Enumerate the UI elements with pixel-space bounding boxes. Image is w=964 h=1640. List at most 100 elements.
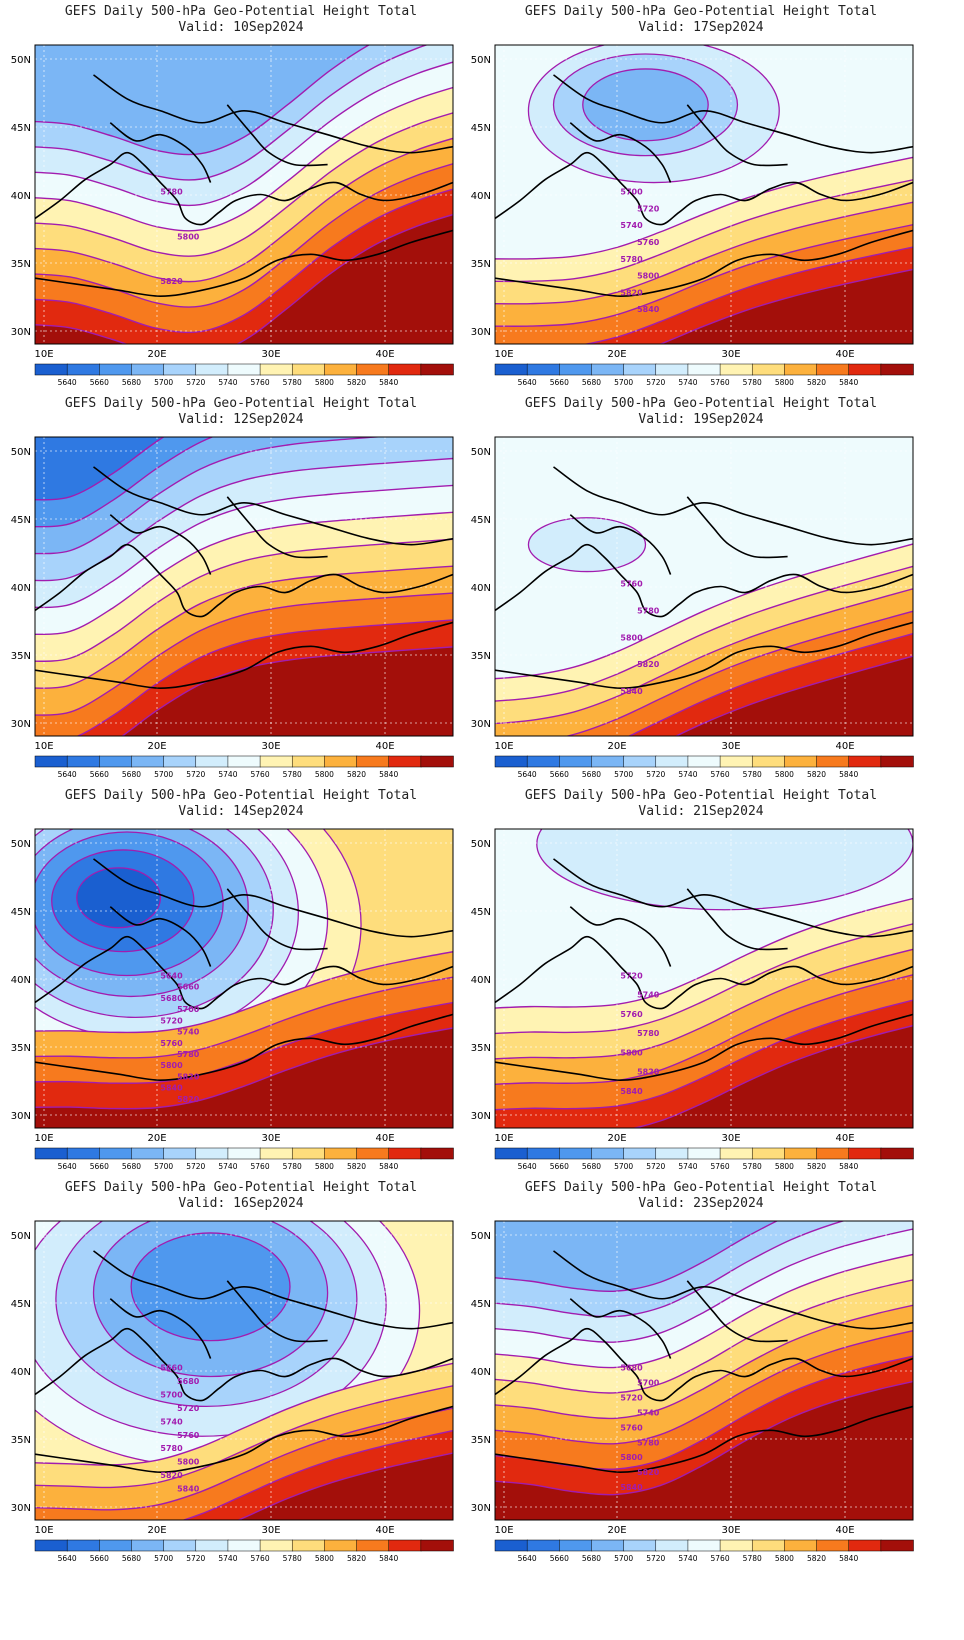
- colorbar-label: 5660: [90, 378, 109, 387]
- colorbar-swatch: [784, 1539, 818, 1552]
- contour-label: 5700: [160, 1390, 183, 1399]
- lon-tick-label: 20E: [147, 349, 166, 360]
- colorbar-label: 5680: [582, 378, 601, 387]
- colorbar-swatch: [591, 363, 625, 376]
- lon-tick-label: 10E: [34, 1525, 53, 1536]
- contour-label: 5740: [637, 1408, 660, 1417]
- colorbar-swatch: [388, 1539, 422, 1552]
- lat-tick-label: 40N: [11, 583, 31, 594]
- lon-tick-label: 40E: [835, 349, 854, 360]
- coastline: [226, 496, 328, 559]
- height-contour: [121, 646, 453, 736]
- lat-tick-label: 35N: [11, 259, 31, 270]
- height-contour: [582, 246, 913, 344]
- contour-label: 5800: [160, 1061, 183, 1070]
- coastline: [109, 1298, 212, 1359]
- colorbar-label: 5840: [379, 378, 398, 387]
- colorbar-swatch: [131, 363, 165, 376]
- height-contour: [35, 437, 214, 528]
- map-panel: GEFS Daily 500-hPa Geo-Potential Height …: [460, 392, 942, 802]
- colorbar-swatch: [291, 1147, 326, 1160]
- height-contour: [35, 538, 453, 662]
- colorbar-swatch: [816, 1147, 850, 1160]
- colorbar-label: 5660: [550, 378, 569, 387]
- coastline: [35, 543, 453, 618]
- height-map: 5660 5680 5700 5720 5740 5760 5780 5800 5820 5840…: [11, 1220, 454, 1563]
- colorbar-swatch: [623, 1147, 657, 1160]
- height-contour: [181, 1429, 453, 1520]
- colorbar-swatch: [719, 755, 753, 768]
- colorbar-swatch: [494, 755, 528, 768]
- colorbar-swatch: [291, 363, 326, 376]
- contour-label: 5680: [177, 1377, 200, 1386]
- colorbar-label: 5640: [518, 1162, 537, 1171]
- colorbar-swatch: [880, 755, 914, 768]
- colorbar-swatch: [687, 1147, 721, 1160]
- height-contour: [627, 632, 913, 736]
- colorbar-label: 5640: [58, 1162, 77, 1171]
- height-contour: [35, 45, 429, 181]
- height-contour: [674, 655, 913, 736]
- colorbar-swatch: [719, 1147, 753, 1160]
- height-contour: [35, 951, 453, 1034]
- coastline: [553, 858, 913, 938]
- colorbar-swatch: [163, 755, 197, 768]
- height-band: [35, 1027, 453, 1128]
- colorbar-label: 5740: [678, 1554, 697, 1563]
- height-band: [238, 1453, 453, 1520]
- colorbar-swatch: [324, 363, 358, 376]
- colorbar-label: 5680: [582, 1162, 601, 1171]
- colorbar-label: 5800: [775, 770, 794, 779]
- coastline: [553, 466, 913, 546]
- lat-tick-label: 35N: [471, 1043, 491, 1054]
- colorbar-swatch: [751, 1539, 786, 1552]
- colorbar-label: 5760: [251, 378, 270, 387]
- colorbar-label: 5820: [807, 1554, 826, 1563]
- lat-tick-label: 40N: [471, 191, 491, 202]
- panel-valid-date: Valid: 19Sep2024: [638, 412, 764, 427]
- contour-label: 5640: [160, 972, 183, 981]
- low-contour: [536, 829, 913, 911]
- colorbar-label: 5760: [711, 378, 730, 387]
- colorbar-swatch: [420, 755, 454, 768]
- height-contour: [564, 610, 913, 736]
- height-contour: [35, 1362, 453, 1466]
- colorbar-swatch: [687, 363, 721, 376]
- colorbar-label: 5820: [807, 378, 826, 387]
- colorbar-swatch: [623, 1539, 657, 1552]
- colorbar-label: 5740: [218, 378, 237, 387]
- colorbar-label: 5720: [186, 1162, 205, 1171]
- height-contour: [495, 1228, 913, 1343]
- contour-label: 5840: [620, 1087, 643, 1096]
- height-contour: [35, 437, 386, 555]
- coastline: [495, 1327, 913, 1402]
- lon-tick-label: 10E: [34, 349, 53, 360]
- map-panel: GEFS Daily 500-hPa Geo-Potential Height …: [460, 784, 942, 1194]
- height-band: [35, 214, 453, 344]
- colorbar-swatch: [34, 1539, 68, 1552]
- height-contour: [35, 1027, 453, 1110]
- colorbar-swatch: [259, 1539, 293, 1552]
- colorbar-label: 5820: [807, 770, 826, 779]
- colorbar-swatch: [388, 363, 422, 376]
- colorbar-swatch: [34, 1147, 68, 1160]
- colorbar-swatch: [751, 755, 786, 768]
- lon-tick-label: 30E: [261, 349, 280, 360]
- colorbar-swatch: [559, 755, 593, 768]
- lat-tick-label: 30N: [11, 327, 31, 338]
- coastline: [686, 104, 788, 167]
- colorbar-label: 5800: [315, 378, 334, 387]
- lon-tick-label: 30E: [261, 1133, 280, 1144]
- contour-label: 5800: [620, 1453, 643, 1462]
- height-contour: [35, 163, 453, 308]
- contour-label: 5800: [637, 272, 660, 281]
- coastline: [35, 621, 453, 689]
- colorbar-label: 5800: [315, 770, 334, 779]
- colorbar-swatch: [227, 1147, 261, 1160]
- lon-tick-label: 20E: [147, 1133, 166, 1144]
- coastline: [35, 1405, 453, 1473]
- colorbar-label: 5700: [614, 1554, 633, 1563]
- colorbar-label: 5840: [379, 770, 398, 779]
- coastline: [495, 151, 913, 226]
- colorbar-swatch: [848, 1539, 882, 1552]
